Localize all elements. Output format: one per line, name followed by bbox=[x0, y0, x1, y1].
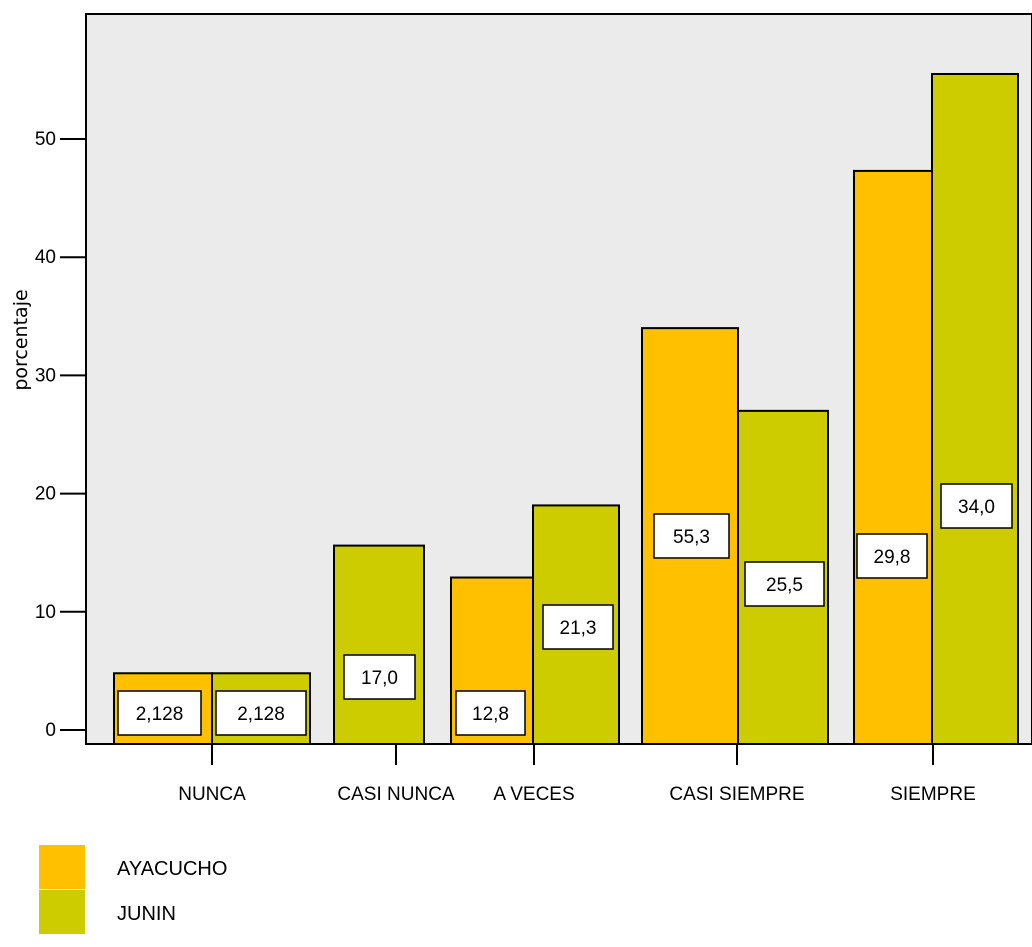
x-axis: NUNCA CASI NUNCA A VECES CASI SIEMPRE SIEMPR… bbox=[178, 744, 976, 805]
data-label-box bbox=[542, 604, 614, 650]
data-label-box bbox=[744, 561, 825, 607]
data-label-box bbox=[653, 513, 730, 559]
data-label-box bbox=[343, 654, 416, 700]
x-tick-label: CASI SIEMPRE bbox=[669, 784, 804, 805]
y-axis-label: porcentaje bbox=[10, 289, 32, 390]
data-label-box bbox=[856, 533, 928, 579]
y-tick-label: 50 bbox=[35, 129, 56, 150]
x-tick-label: SIEMPRE bbox=[890, 784, 976, 805]
data-label: 25,5 bbox=[766, 575, 803, 596]
x-tick-label: A VECES bbox=[493, 784, 574, 805]
data-label: 34,0 bbox=[958, 497, 995, 518]
bar-junin-casi-nunca bbox=[333, 544, 425, 745]
data-label-box bbox=[215, 690, 307, 736]
legend-swatch-ayacucho bbox=[39, 845, 85, 889]
y-tick-label: 20 bbox=[35, 484, 56, 505]
x-tick-label: CASI NUNCA bbox=[337, 784, 455, 805]
data-label-box bbox=[940, 483, 1013, 529]
y-tick-label: 0 bbox=[45, 720, 56, 741]
data-label: 2,128 bbox=[136, 704, 184, 725]
legend-label-ayacucho: AYACUCHO bbox=[117, 858, 227, 880]
y-axis: 0 10 20 30 40 50 bbox=[35, 129, 86, 741]
legend: AYACUCHO JUNIN bbox=[39, 845, 227, 934]
data-label: 12,8 bbox=[472, 704, 509, 725]
data-label-box bbox=[455, 690, 526, 736]
x-tick-label: NUNCA bbox=[178, 784, 246, 805]
data-label: 55,3 bbox=[673, 527, 710, 548]
bar-ayacucho-siempre bbox=[853, 169, 933, 745]
data-label: 29,8 bbox=[874, 547, 911, 568]
data-label: 2,128 bbox=[237, 704, 285, 725]
y-tick-label: 40 bbox=[35, 247, 56, 268]
bar-junin-siempre bbox=[931, 72, 1019, 746]
y-tick-label: 30 bbox=[35, 365, 56, 386]
data-label: 21,3 bbox=[560, 618, 597, 639]
legend-swatch-junin bbox=[39, 890, 85, 934]
data-label: 17,0 bbox=[361, 668, 398, 689]
bars: 2,128 12,8 55,3 29,8 2,128 17,0 21,3 25,5 34,0 bbox=[113, 72, 1019, 746]
y-tick-label: 10 bbox=[35, 602, 56, 623]
data-label-box bbox=[117, 690, 202, 736]
legend-label-junin: JUNIN bbox=[117, 903, 176, 925]
